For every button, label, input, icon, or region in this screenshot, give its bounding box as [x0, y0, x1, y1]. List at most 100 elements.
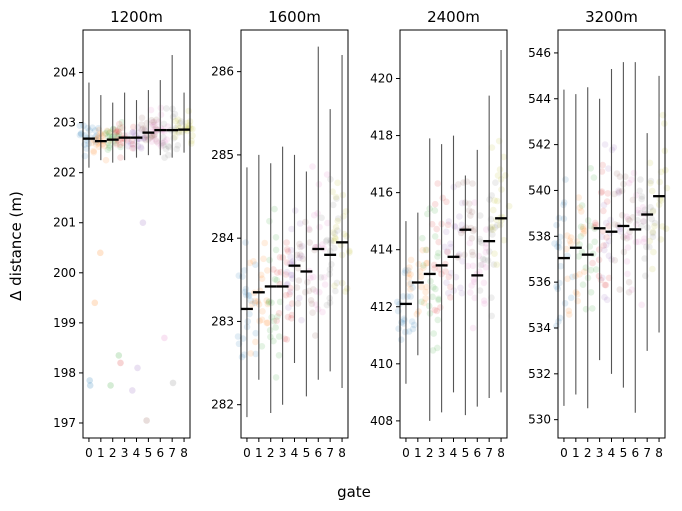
data-point: [409, 325, 417, 333]
data-point: [268, 313, 276, 321]
data-point: [189, 125, 196, 133]
data-point: [252, 329, 259, 337]
x-tick-label: 1: [572, 446, 580, 460]
data-point: [334, 179, 341, 187]
data-point: [628, 286, 636, 294]
data-point: [633, 221, 640, 228]
x-tick-label: 7: [485, 446, 493, 460]
data-point: [405, 270, 412, 277]
data-point: [468, 282, 475, 289]
data-point: [574, 290, 581, 298]
data-point: [323, 171, 331, 178]
data-point: [429, 293, 436, 301]
data-point: [106, 144, 113, 151]
data-point: [288, 259, 296, 266]
data-point: [424, 259, 431, 267]
data-point: [649, 228, 657, 236]
data-point: [409, 284, 417, 291]
data-point: [150, 121, 157, 129]
data-point: [482, 244, 490, 251]
data-point: [106, 129, 113, 137]
data-point: [640, 218, 647, 225]
data-point: [160, 120, 168, 128]
data-point: [479, 261, 486, 268]
data-point: [434, 253, 441, 260]
data-point: [468, 235, 476, 242]
data-point: [343, 285, 351, 292]
data-point: [296, 240, 303, 248]
data-point: [407, 285, 414, 293]
data-point: [420, 264, 427, 272]
data-point: [604, 190, 612, 197]
data-point: [270, 337, 277, 345]
data-point: [647, 203, 654, 211]
x-tick-label: 6: [473, 446, 481, 460]
data-point: [476, 235, 484, 243]
outlier-point: [91, 299, 99, 307]
data-point: [274, 313, 281, 320]
data-point: [467, 289, 474, 296]
data-point: [312, 301, 320, 309]
data-point: [482, 249, 490, 256]
data-point: [447, 283, 454, 291]
x-tick-label: 2: [426, 446, 434, 460]
outlier-point: [169, 379, 177, 387]
data-point: [89, 124, 96, 131]
x-tick-label: 1: [255, 446, 263, 460]
x-tick-label: 5: [620, 446, 628, 460]
data-point: [565, 311, 573, 318]
data-point: [599, 161, 606, 169]
data-point: [624, 270, 631, 278]
data-point: [601, 246, 608, 254]
y-tick-label: 538: [528, 229, 551, 243]
data-point: [580, 230, 587, 237]
x-tick-label: 3: [279, 446, 287, 460]
data-point: [599, 227, 607, 235]
data-point: [480, 279, 488, 287]
data-point: [162, 145, 170, 153]
data-point: [330, 201, 337, 209]
data-point: [484, 257, 492, 264]
data-point: [469, 262, 477, 270]
data-point: [576, 204, 584, 211]
data-point: [602, 241, 610, 249]
data-point: [562, 176, 569, 183]
data-point: [452, 273, 460, 281]
data-point: [615, 188, 623, 196]
data-point: [625, 289, 633, 296]
data-point: [564, 275, 571, 283]
data-point: [297, 243, 304, 251]
outlier-point: [117, 359, 124, 367]
data-point: [488, 144, 496, 151]
data-point: [445, 218, 453, 225]
data-point: [471, 226, 478, 233]
data-point: [148, 138, 156, 145]
data-point: [476, 238, 484, 245]
data-point: [147, 106, 155, 114]
y-tick-label: 408: [370, 414, 393, 428]
data-point: [591, 238, 598, 246]
data-point: [314, 210, 321, 217]
data-point: [234, 333, 242, 340]
data-point: [298, 316, 305, 324]
data-point: [587, 266, 595, 274]
data-point: [275, 352, 283, 359]
data-point: [149, 132, 156, 139]
x-tick-label: 5: [462, 446, 470, 460]
data-point: [626, 233, 633, 241]
data-point: [315, 181, 323, 188]
data-point: [646, 159, 654, 167]
data-point: [266, 217, 273, 225]
data-point: [413, 310, 421, 318]
y-tick-label: 203: [53, 116, 76, 130]
data-point: [428, 220, 436, 228]
y-tick-label: 284: [211, 231, 234, 245]
panel-title: 1600m: [268, 8, 321, 26]
data-point: [272, 246, 280, 254]
data-point: [150, 132, 158, 140]
data-point: [469, 180, 476, 187]
data-point: [102, 156, 110, 164]
data-point: [456, 213, 463, 220]
data-point: [112, 139, 119, 146]
